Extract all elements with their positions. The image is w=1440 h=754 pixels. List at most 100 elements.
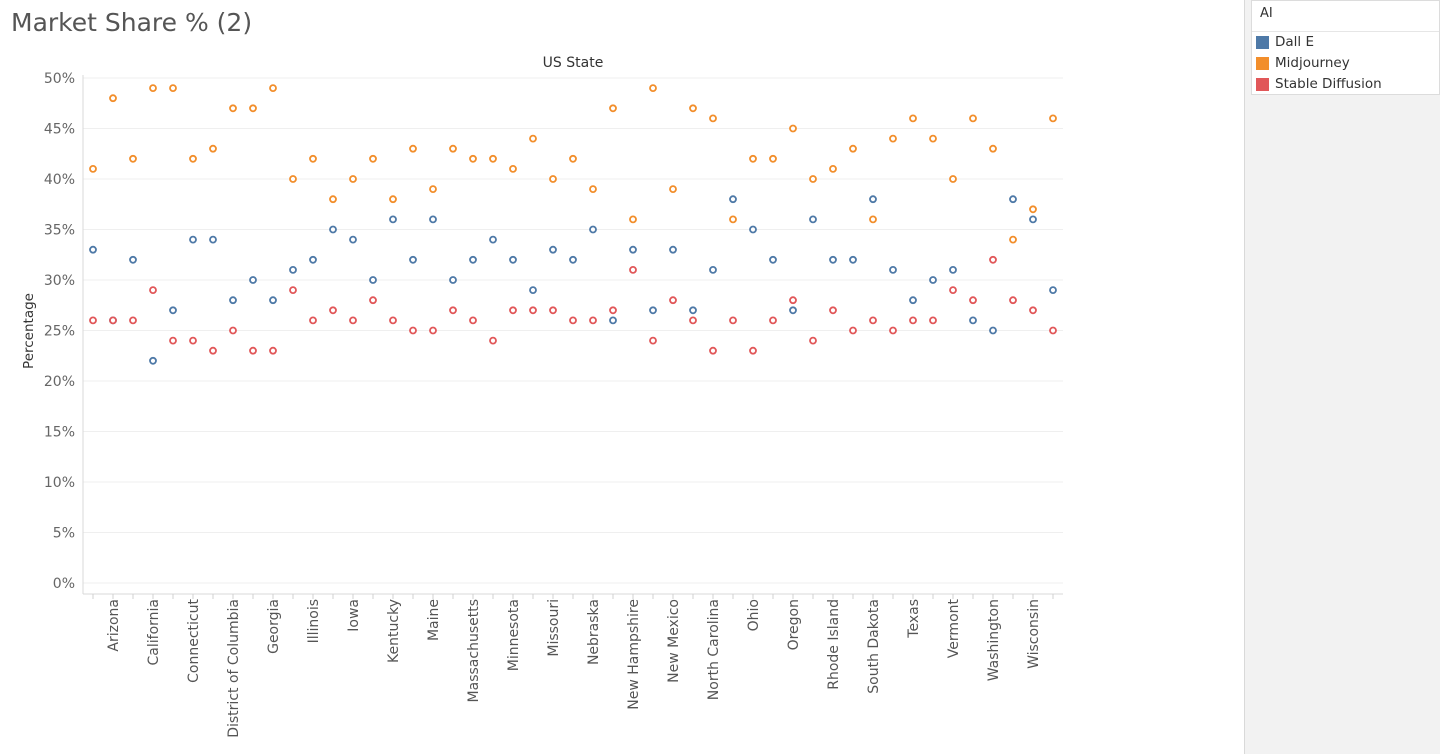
legend-item-stable-diffusion[interactable]: Stable Diffusion [1256,76,1436,94]
data-point-dall-e[interactable] [309,255,317,264]
data-point-stable-diffusion[interactable] [469,316,477,325]
data-point-stable-diffusion[interactable] [189,336,197,345]
data-point-midjourney[interactable] [669,185,677,194]
data-point-stable-diffusion[interactable] [749,346,757,355]
data-point-stable-diffusion[interactable] [249,346,257,355]
data-point-dall-e[interactable] [809,215,817,224]
data-point-dall-e[interactable] [1049,286,1057,295]
data-point-midjourney[interactable] [709,114,717,123]
data-point-midjourney[interactable] [1029,205,1037,214]
data-point-dall-e[interactable] [829,255,837,264]
data-point-stable-diffusion[interactable] [449,306,457,315]
data-point-dall-e[interactable] [749,225,757,234]
data-point-midjourney[interactable] [569,154,577,163]
data-point-stable-diffusion[interactable] [169,336,177,345]
data-point-stable-diffusion[interactable] [369,296,377,305]
data-point-stable-diffusion[interactable] [829,306,837,315]
data-point-dall-e[interactable] [549,245,557,254]
data-point-dall-e[interactable] [469,255,477,264]
data-point-midjourney[interactable] [809,175,817,183]
data-point-dall-e[interactable] [349,235,357,244]
data-point-midjourney[interactable] [529,134,537,143]
data-point-dall-e[interactable] [429,215,437,224]
data-point-midjourney[interactable] [429,185,437,194]
data-point-dall-e[interactable] [889,265,897,274]
data-point-stable-diffusion[interactable] [429,326,437,335]
data-point-midjourney[interactable] [729,215,737,224]
data-point-stable-diffusion[interactable] [209,346,217,355]
data-point-dall-e[interactable] [209,235,217,244]
data-point-dall-e[interactable] [229,296,237,305]
data-point-dall-e[interactable] [709,265,717,274]
data-point-midjourney[interactable] [309,154,317,163]
data-point-stable-diffusion[interactable] [629,265,637,274]
data-point-stable-diffusion[interactable] [349,316,357,325]
data-point-stable-diffusion[interactable] [869,316,877,325]
data-point-dall-e[interactable] [509,255,517,264]
data-point-midjourney[interactable] [169,84,177,92]
data-point-midjourney[interactable] [369,154,377,163]
data-point-dall-e[interactable] [169,306,177,315]
data-point-stable-diffusion[interactable] [529,306,537,315]
data-point-stable-diffusion[interactable] [1009,296,1017,305]
data-point-midjourney[interactable] [409,144,417,153]
data-point-stable-diffusion[interactable] [849,326,857,335]
data-point-midjourney[interactable] [549,175,557,183]
data-point-stable-diffusion[interactable] [289,286,297,295]
data-point-stable-diffusion[interactable] [329,306,337,315]
data-point-dall-e[interactable] [909,296,917,305]
data-point-stable-diffusion[interactable] [569,316,577,325]
data-point-midjourney[interactable] [89,164,97,173]
data-point-midjourney[interactable] [929,134,937,143]
data-point-stable-diffusion[interactable] [669,296,677,305]
data-point-dall-e[interactable] [589,225,597,234]
data-point-midjourney[interactable] [289,175,297,183]
data-point-midjourney[interactable] [1049,114,1057,123]
data-point-stable-diffusion[interactable] [229,326,237,335]
data-point-midjourney[interactable] [969,114,977,123]
data-point-dall-e[interactable] [989,326,997,335]
data-point-midjourney[interactable] [689,104,697,113]
data-point-dall-e[interactable] [849,255,857,264]
data-point-midjourney[interactable] [249,104,257,113]
data-point-midjourney[interactable] [829,164,837,173]
data-point-dall-e[interactable] [929,276,937,284]
data-point-stable-diffusion[interactable] [149,286,157,295]
data-point-stable-diffusion[interactable] [1029,306,1037,315]
data-point-dall-e[interactable] [649,306,657,315]
data-point-midjourney[interactable] [229,104,237,113]
data-point-midjourney[interactable] [869,215,877,224]
data-point-stable-diffusion[interactable] [129,316,137,325]
data-point-midjourney[interactable] [109,94,117,103]
data-point-midjourney[interactable] [849,144,857,153]
data-point-dall-e[interactable] [269,296,277,305]
data-point-midjourney[interactable] [269,84,277,92]
data-point-dall-e[interactable] [969,316,977,325]
data-point-midjourney[interactable] [769,154,777,163]
data-point-dall-e[interactable] [329,225,337,234]
data-point-stable-diffusion[interactable] [589,316,597,325]
data-point-dall-e[interactable] [409,255,417,264]
data-point-dall-e[interactable] [529,286,537,295]
data-point-midjourney[interactable] [1009,235,1017,244]
data-point-midjourney[interactable] [609,104,617,113]
data-point-dall-e[interactable] [129,255,137,264]
data-point-dall-e[interactable] [769,255,777,264]
data-point-midjourney[interactable] [649,84,657,92]
data-point-midjourney[interactable] [469,154,477,163]
data-point-dall-e[interactable] [729,195,737,204]
data-point-stable-diffusion[interactable] [489,336,497,345]
data-point-dall-e[interactable] [249,276,257,284]
data-point-stable-diffusion[interactable] [949,286,957,295]
data-point-dall-e[interactable] [189,235,197,244]
data-point-dall-e[interactable] [869,195,877,204]
data-point-dall-e[interactable] [1029,215,1037,224]
data-point-stable-diffusion[interactable] [969,296,977,305]
data-point-dall-e[interactable] [949,265,957,274]
data-point-midjourney[interactable] [909,114,917,123]
data-point-stable-diffusion[interactable] [389,316,397,325]
data-point-stable-diffusion[interactable] [309,316,317,325]
data-point-dall-e[interactable] [489,235,497,244]
data-point-stable-diffusion[interactable] [909,316,917,325]
data-point-stable-diffusion[interactable] [889,326,897,335]
